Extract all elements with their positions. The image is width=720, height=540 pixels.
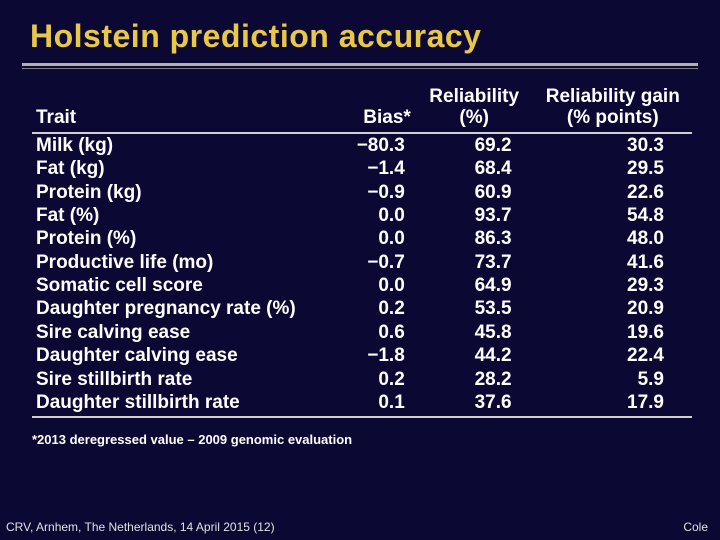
table-row: Daughter stillbirth rate0.137.617.9	[32, 391, 692, 414]
footer-left: CRV, Arnhem, The Netherlands, 14 April 2…	[6, 520, 275, 534]
col-header-reliability-gain: Reliability gain (% points)	[534, 87, 692, 132]
table-row: Productive life (mo)−0.773.741.6	[32, 251, 692, 274]
cell-reliability-gain: 54.8	[534, 204, 692, 227]
cell-bias: −80.3	[309, 134, 415, 157]
footer-right: Cole	[683, 520, 708, 534]
col-header-bias: Bias*	[309, 87, 415, 132]
cell-trait: Productive life (mo)	[32, 251, 309, 274]
cell-trait: Sire stillbirth rate	[32, 368, 309, 391]
cell-trait: Protein (%)	[32, 227, 309, 250]
cell-reliability-gain: 29.3	[534, 274, 692, 297]
table-row: Protein (%)0.086.348.0	[32, 227, 692, 250]
title-rule-thin	[22, 68, 698, 69]
cell-reliability-percent: 73.7	[415, 251, 534, 274]
cell-reliability-gain: 22.4	[534, 344, 692, 367]
cell-trait: Protein (kg)	[32, 181, 309, 204]
cell-reliability-percent: 37.6	[415, 391, 534, 414]
cell-reliability-gain: 48.0	[534, 227, 692, 250]
cell-reliability-gain: 17.9	[534, 391, 692, 414]
cell-bias: −1.4	[309, 157, 415, 180]
cell-trait: Fat (%)	[32, 204, 309, 227]
cell-bias: −0.9	[309, 181, 415, 204]
footnote: *2013 deregressed value – 2009 genomic e…	[22, 432, 698, 447]
col-header-trait: Trait	[32, 87, 309, 132]
slide-title: Holstein prediction accuracy	[22, 18, 698, 61]
cell-reliability-percent: 60.9	[415, 181, 534, 204]
cell-bias: −0.7	[309, 251, 415, 274]
cell-reliability-gain: 22.6	[534, 181, 692, 204]
col-header-reliability-percent: Reliability (%)	[415, 87, 534, 132]
cell-bias: 0.0	[309, 227, 415, 250]
cell-trait: Daughter calving ease	[32, 344, 309, 367]
cell-trait: Sire calving ease	[32, 321, 309, 344]
cell-reliability-percent: 64.9	[415, 274, 534, 297]
cell-bias: 0.2	[309, 297, 415, 320]
cell-reliability-percent: 68.4	[415, 157, 534, 180]
cell-reliability-gain: 20.9	[534, 297, 692, 320]
cell-trait: Daughter stillbirth rate	[32, 391, 309, 414]
accuracy-table: Trait Bias* Reliability (%) Reliability …	[32, 87, 692, 418]
cell-reliability-percent: 28.2	[415, 368, 534, 391]
cell-reliability-percent: 53.5	[415, 297, 534, 320]
title-rule-thick	[22, 63, 698, 66]
cell-bias: 0.6	[309, 321, 415, 344]
cell-reliability-gain: 30.3	[534, 134, 692, 157]
cell-trait: Daughter pregnancy rate (%)	[32, 297, 309, 320]
cell-trait: Milk (kg)	[32, 134, 309, 157]
table-row: Daughter calving ease−1.844.222.4	[32, 344, 692, 367]
cell-trait: Fat (kg)	[32, 157, 309, 180]
table-row: Somatic cell score0.064.929.3	[32, 274, 692, 297]
cell-bias: 0.0	[309, 274, 415, 297]
cell-reliability-percent: 44.2	[415, 344, 534, 367]
table-row: Milk (kg)−80.369.230.3	[32, 134, 692, 157]
cell-bias: 0.1	[309, 391, 415, 414]
table-row: Fat (kg)−1.468.429.5	[32, 157, 692, 180]
cell-reliability-gain: 29.5	[534, 157, 692, 180]
cell-reliability-percent: 86.3	[415, 227, 534, 250]
cell-reliability-percent: 69.2	[415, 134, 534, 157]
cell-reliability-percent: 45.8	[415, 321, 534, 344]
table-row: Sire stillbirth rate0.228.25.9	[32, 368, 692, 391]
cell-reliability-gain: 41.6	[534, 251, 692, 274]
table-bottom-rule	[32, 414, 692, 418]
table-row: Fat (%)0.093.754.8	[32, 204, 692, 227]
table-row: Protein (kg)−0.960.922.6	[32, 181, 692, 204]
table-row: Daughter pregnancy rate (%)0.253.520.9	[32, 297, 692, 320]
table-body: Milk (kg)−80.369.230.3Fat (kg)−1.468.429…	[32, 132, 692, 419]
cell-reliability-gain: 5.9	[534, 368, 692, 391]
table-row: Sire calving ease0.645.819.6	[32, 321, 692, 344]
cell-bias: 0.2	[309, 368, 415, 391]
cell-bias: 0.0	[309, 204, 415, 227]
cell-bias: −1.8	[309, 344, 415, 367]
cell-reliability-gain: 19.6	[534, 321, 692, 344]
cell-trait: Somatic cell score	[32, 274, 309, 297]
cell-reliability-percent: 93.7	[415, 204, 534, 227]
